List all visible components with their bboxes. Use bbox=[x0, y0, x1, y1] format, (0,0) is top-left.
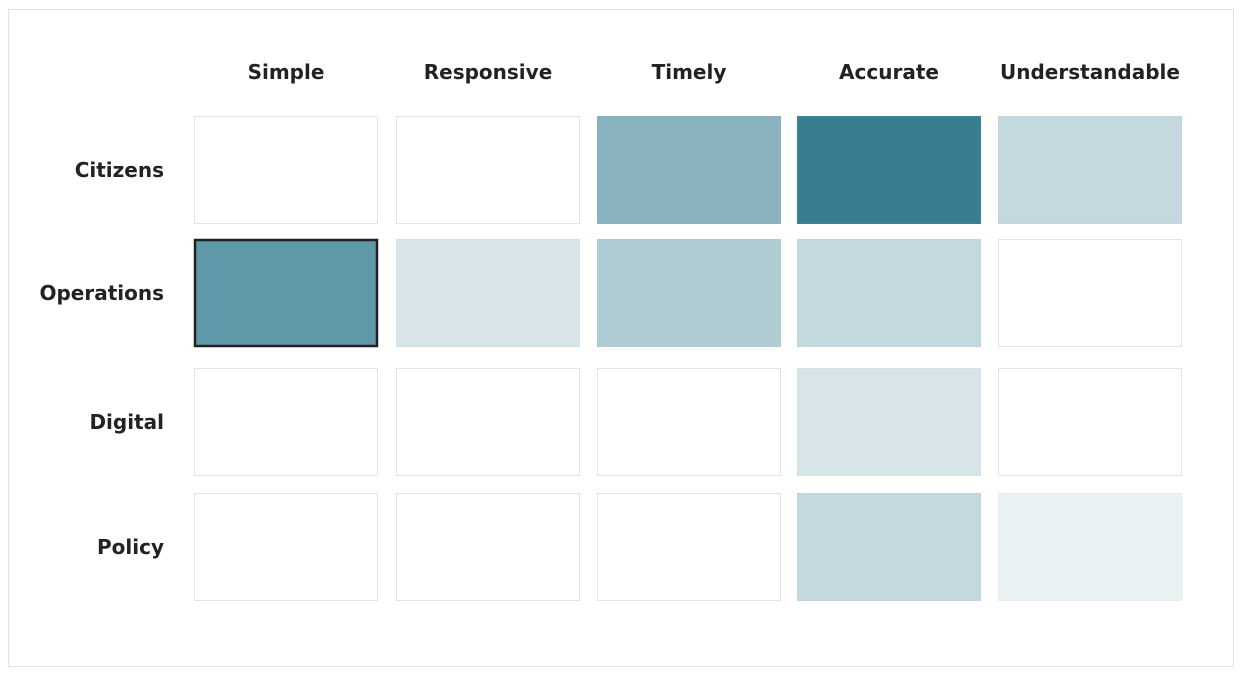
heatmap-cell-digital-accurate[interactable] bbox=[797, 368, 981, 476]
heatmap-cell-citizens-timely[interactable] bbox=[597, 116, 781, 224]
heatmap-cell-citizens-responsive[interactable] bbox=[396, 116, 580, 224]
heatmap-cell-citizens-accurate[interactable] bbox=[797, 116, 981, 224]
heatmap-cell-policy-accurate[interactable] bbox=[797, 493, 981, 601]
row-label-policy: Policy bbox=[97, 535, 164, 559]
heatmap-cell-policy-understandable[interactable] bbox=[998, 493, 1182, 601]
heatmap-cell-digital-simple[interactable] bbox=[194, 368, 378, 476]
heatmap-cell-operations-simple[interactable] bbox=[193, 238, 379, 348]
heatmap-cell-policy-responsive[interactable] bbox=[396, 493, 580, 601]
heatmap-cell-operations-understandable[interactable] bbox=[998, 239, 1182, 347]
heatmap-cell-operations-responsive[interactable] bbox=[396, 239, 580, 347]
heatmap-cell-operations-timely[interactable] bbox=[597, 239, 781, 347]
row-label-operations: Operations bbox=[39, 281, 164, 305]
row-label-digital: Digital bbox=[89, 410, 164, 434]
heatmap-cell-digital-responsive[interactable] bbox=[396, 368, 580, 476]
column-label-accurate: Accurate bbox=[839, 60, 939, 84]
column-label-responsive: Responsive bbox=[424, 60, 553, 84]
row-label-citizens: Citizens bbox=[75, 158, 164, 182]
heatmap-cell-digital-timely[interactable] bbox=[597, 368, 781, 476]
heatmap-cell-citizens-simple[interactable] bbox=[194, 116, 378, 224]
column-label-understandable: Understandable bbox=[1000, 60, 1180, 84]
column-label-timely: Timely bbox=[652, 60, 727, 84]
heatmap-cell-operations-accurate[interactable] bbox=[797, 239, 981, 347]
column-label-simple: Simple bbox=[248, 60, 325, 84]
heatmap-cell-policy-simple[interactable] bbox=[194, 493, 378, 601]
heatmap-cell-citizens-understandable[interactable] bbox=[998, 116, 1182, 224]
heatmap-cell-policy-timely[interactable] bbox=[597, 493, 781, 601]
heatmap-cell-digital-understandable[interactable] bbox=[998, 368, 1182, 476]
